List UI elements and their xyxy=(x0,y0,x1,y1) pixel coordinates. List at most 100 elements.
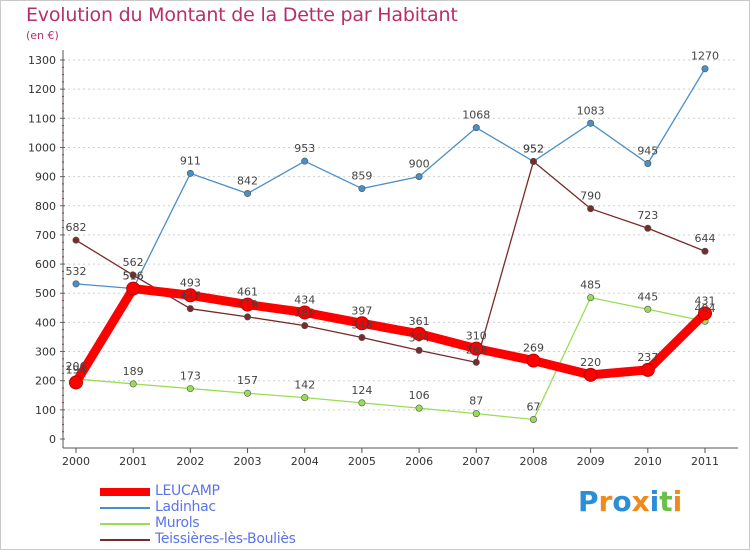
data-point xyxy=(412,326,427,341)
logo-letter: i xyxy=(672,485,683,518)
y-tick-label: 700 xyxy=(35,229,56,242)
y-tick-label: 1000 xyxy=(28,141,56,154)
data-label: 682 xyxy=(66,221,87,234)
data-point xyxy=(587,294,595,302)
data-point xyxy=(69,375,83,390)
y-tick-label: 400 xyxy=(35,316,56,329)
data-label: 461 xyxy=(237,286,258,299)
y-tick-label: 100 xyxy=(35,404,56,417)
logo-letter: t xyxy=(659,485,673,518)
y-tick-label: 900 xyxy=(35,171,56,184)
x-tick-label: 2011 xyxy=(691,455,719,468)
x-tick-label: 2008 xyxy=(519,455,547,468)
data-point xyxy=(244,190,252,198)
data-point xyxy=(297,305,312,320)
data-label: 397 xyxy=(351,304,372,317)
data-label: 348 xyxy=(351,319,372,332)
data-point xyxy=(358,185,366,193)
data-point xyxy=(301,322,309,330)
y-tick-label: 800 xyxy=(35,200,56,213)
data-label: 952 xyxy=(523,142,544,155)
logo-letter: P xyxy=(578,485,599,518)
data-point xyxy=(526,353,541,368)
data-label: 67 xyxy=(526,400,540,413)
logo-letter: x xyxy=(631,485,650,518)
data-point xyxy=(640,362,655,377)
x-tick-label: 2010 xyxy=(634,455,662,468)
data-label: 447 xyxy=(180,290,201,303)
data-label: 106 xyxy=(409,389,430,402)
data-label: 562 xyxy=(123,256,144,269)
data-label: 269 xyxy=(523,342,544,355)
data-label: 516 xyxy=(123,270,144,283)
data-point xyxy=(301,394,309,402)
data-point xyxy=(415,404,423,412)
data-label: 173 xyxy=(180,370,201,383)
data-label: 911 xyxy=(180,154,201,167)
data-point xyxy=(587,119,595,127)
data-label: 310 xyxy=(466,330,487,343)
data-label: 404 xyxy=(695,302,716,315)
data-label: 237 xyxy=(637,351,658,364)
data-point xyxy=(529,415,537,423)
data-label: 189 xyxy=(123,365,144,378)
data-point xyxy=(129,380,137,388)
data-label: 1083 xyxy=(577,104,605,117)
y-tick-label: 1300 xyxy=(28,54,56,67)
data-label: 445 xyxy=(637,290,658,303)
x-tick-label: 2003 xyxy=(234,455,262,468)
data-point xyxy=(126,281,141,296)
x-tick-label: 2009 xyxy=(577,455,605,468)
data-point xyxy=(244,313,252,321)
data-label: 859 xyxy=(351,170,372,183)
data-label: 419 xyxy=(237,298,258,311)
x-tick-label: 2004 xyxy=(291,455,319,468)
data-point xyxy=(240,297,255,312)
data-label: 434 xyxy=(294,293,315,306)
legend-label-murols: Murols xyxy=(155,515,200,531)
data-label: 1068 xyxy=(462,109,490,122)
data-label: 220 xyxy=(580,356,601,369)
data-point xyxy=(183,288,198,303)
logo-letter: i xyxy=(649,485,660,518)
data-label: 493 xyxy=(180,276,201,289)
data-label: 142 xyxy=(294,379,315,392)
series-line-teissi-res-l-s-bouli-s xyxy=(75,160,706,363)
x-tick-label: 2006 xyxy=(405,455,433,468)
data-point xyxy=(472,124,480,132)
data-point xyxy=(698,306,712,321)
logo-letter: o xyxy=(612,485,632,518)
x-tick-label: 2000 xyxy=(62,455,90,468)
series-line-murols xyxy=(75,296,706,421)
data-point xyxy=(583,367,598,382)
data-point xyxy=(469,341,484,356)
logo-letter: r xyxy=(598,485,613,518)
data-point xyxy=(415,173,423,181)
y-tick-label: 300 xyxy=(35,346,56,359)
data-point xyxy=(129,271,137,279)
data-label: 900 xyxy=(409,158,430,171)
legend-label-ladinhac: Ladinhac xyxy=(155,499,216,515)
y-tick-label: 0 xyxy=(49,433,56,446)
data-point xyxy=(72,280,80,288)
data-label: 952 xyxy=(523,142,544,155)
data-label: 723 xyxy=(637,209,658,222)
data-point xyxy=(301,157,309,165)
data-point xyxy=(529,157,537,165)
chart-title: Evolution du Montant de la Dette par Hab… xyxy=(26,4,458,26)
data-label: 790 xyxy=(580,190,601,203)
y-tick-label: 200 xyxy=(35,375,56,388)
data-label: 206 xyxy=(66,360,87,373)
data-label: 157 xyxy=(237,374,258,387)
data-label: 953 xyxy=(294,142,315,155)
series-line-ladinhac xyxy=(75,68,706,290)
data-point xyxy=(72,236,80,244)
data-point xyxy=(472,358,480,366)
chart-subtitle: (en €) xyxy=(26,29,59,42)
data-point xyxy=(587,205,595,213)
data-label: 361 xyxy=(409,315,430,328)
data-point xyxy=(644,224,652,232)
data-label: 194 xyxy=(66,363,87,376)
data-label: 431 xyxy=(695,294,716,307)
